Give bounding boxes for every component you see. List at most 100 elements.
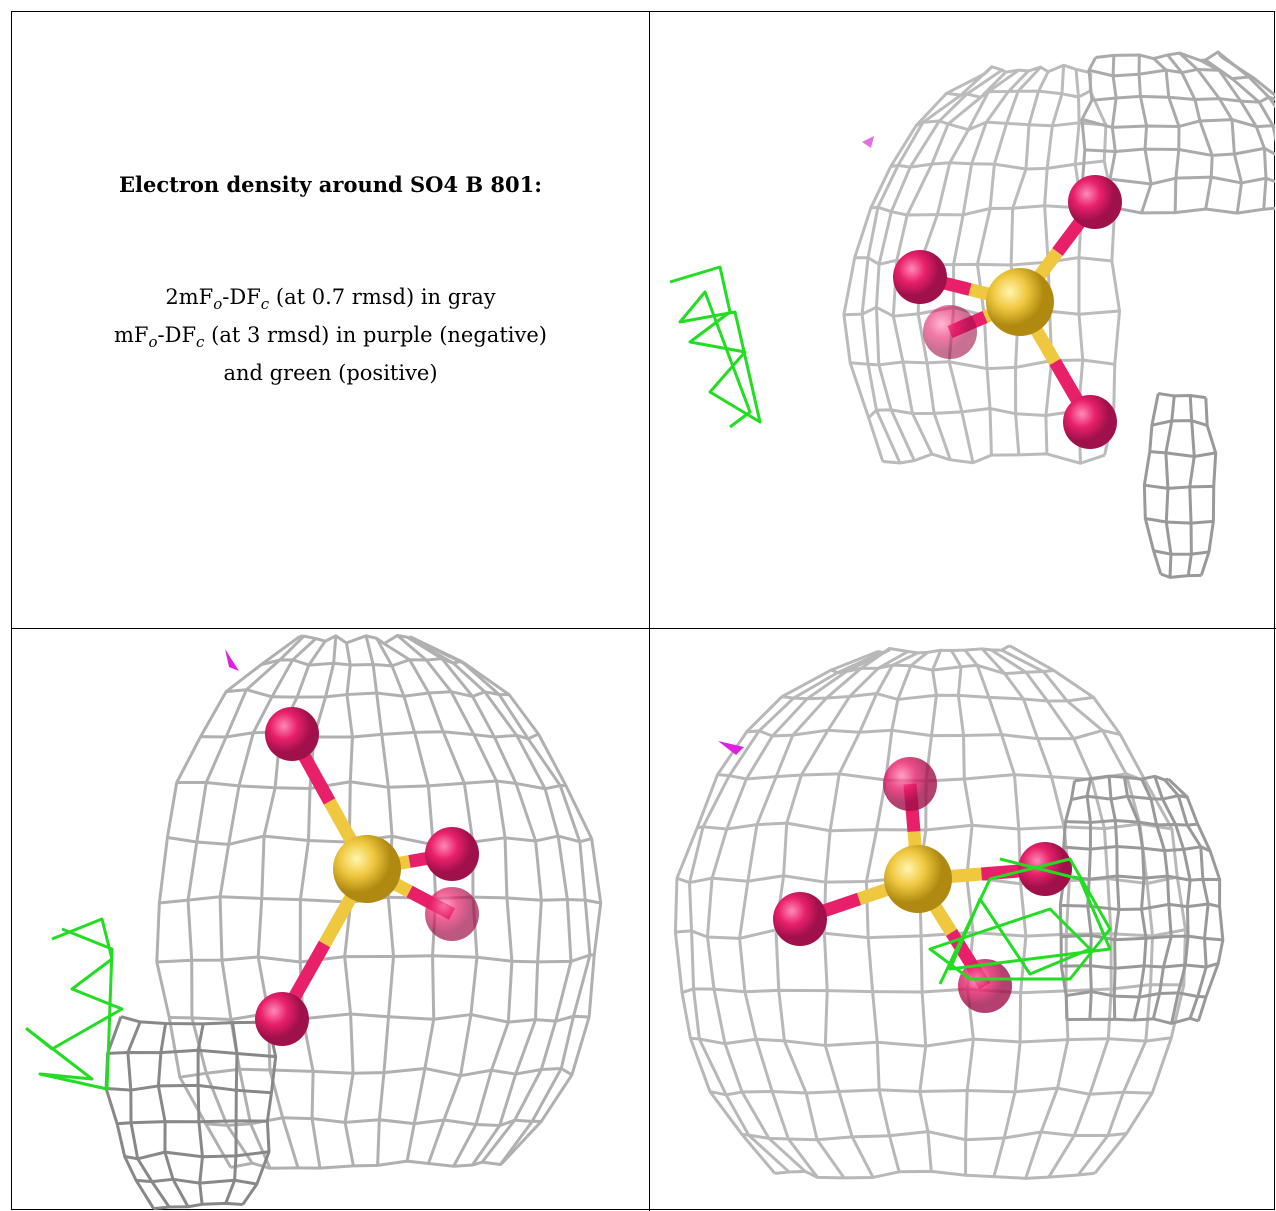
mesh-line <box>891 71 1007 455</box>
caption-line: and green (positive) <box>12 358 649 389</box>
sulfur-atom <box>986 268 1054 336</box>
mesh-line <box>298 635 338 1169</box>
mesh-line <box>1158 392 1207 400</box>
mesh-line <box>196 1023 205 1205</box>
caption-text: -DF <box>222 285 261 309</box>
difference-density <box>25 917 124 1091</box>
mesh-line <box>854 256 1113 267</box>
mesh-line <box>1186 395 1196 576</box>
mesh-line <box>1217 50 1275 109</box>
mesh-line <box>1063 844 1211 853</box>
mesh-line <box>406 636 543 1166</box>
mesh-line <box>947 69 1030 464</box>
sulfur-atom <box>333 835 401 903</box>
mesh-line <box>1163 778 1210 1019</box>
mesh-line <box>1153 549 1210 556</box>
mesh-line <box>410 637 573 1164</box>
caption-text: -DF <box>157 323 197 348</box>
oxygen-atom <box>1068 175 1122 229</box>
mesh-line <box>230 1159 502 1170</box>
mesh-line <box>864 651 929 1173</box>
mesh-line <box>1178 51 1243 214</box>
caption-line: 2mFo-DFc (at 0.7 rmsd) in gray <box>12 282 649 320</box>
mesh-line <box>1160 572 1202 579</box>
mesh-line <box>241 1021 278 1206</box>
density-view <box>669 50 1275 579</box>
mesh-line <box>687 651 883 1174</box>
mesh-line <box>1074 774 1169 783</box>
mesh-line <box>774 1169 1095 1180</box>
negative-density <box>862 136 874 148</box>
figure-table: Electron density around SO4 B 801: 2mFo-… <box>11 11 1276 1211</box>
mesh-line <box>916 68 1020 461</box>
mesh-line <box>690 1036 1172 1048</box>
mesh-line <box>673 649 880 1175</box>
mesh-line <box>1061 962 1219 970</box>
mesh-line <box>156 1023 190 1208</box>
mesh-line <box>153 1201 243 1210</box>
mesh-line <box>1166 54 1214 210</box>
mesh-line <box>1142 393 1163 575</box>
mesh-line <box>774 650 909 1179</box>
mesh-line <box>1001 648 1154 1176</box>
mesh-line <box>890 159 1105 171</box>
oxygen-atom <box>255 992 309 1046</box>
subscript: c <box>260 295 270 314</box>
mesh-line <box>1152 57 1181 213</box>
mesh-line <box>1081 175 1275 188</box>
oxygen-atom <box>425 827 479 881</box>
mesh-line <box>705 648 890 1173</box>
mesh-line <box>1073 69 1085 464</box>
mesh-line <box>850 358 1115 371</box>
mesh-line <box>1066 990 1207 999</box>
difference-density <box>669 265 762 429</box>
mesh-line <box>746 728 1121 741</box>
caption-text: (at 3 rmsd) in purple (negative) <box>204 323 547 348</box>
mesh-line <box>709 1086 1153 1097</box>
mesh-line <box>1082 206 1275 216</box>
mesh-line <box>1088 67 1254 81</box>
mesh-line <box>1140 778 1173 1020</box>
mesh-line <box>860 65 993 464</box>
caption-cell: Electron density around SO4 B 801: 2mFo-… <box>12 12 650 629</box>
mesh-line <box>1065 818 1198 827</box>
mesh-line <box>878 644 1011 655</box>
mesh-line <box>975 66 1042 456</box>
mesh-line <box>1043 65 1066 454</box>
mesh-line <box>738 647 891 1179</box>
mesh-line <box>124 1150 270 1161</box>
mesh-line <box>1167 778 1225 1022</box>
mesh-line <box>226 688 510 699</box>
mesh-line <box>681 983 1184 995</box>
mesh-line <box>410 635 592 1166</box>
caption-lines: 2mFo-DFc (at 0.7 rmsd) in gray mFo-DFc (a… <box>12 282 649 389</box>
mesh-line <box>1164 395 1176 578</box>
mesh-line <box>1060 902 1220 912</box>
mesh-line <box>1064 874 1220 882</box>
mesh-line <box>1151 419 1208 427</box>
mesh-line <box>224 1022 239 1204</box>
caption-title: Electron density around SO4 B 801: <box>118 172 543 197</box>
mesh-line <box>186 635 305 1165</box>
mesh-line <box>1144 483 1214 490</box>
density-view <box>673 644 1225 1180</box>
mesh-line <box>1066 1016 1199 1025</box>
mesh-line <box>963 649 1028 1177</box>
mesh-line <box>741 1130 1127 1142</box>
mesh-line <box>120 1015 269 1026</box>
subscript: o <box>148 333 158 352</box>
mesh-line <box>126 1021 171 1208</box>
difference-density <box>928 857 1112 985</box>
mesh-line <box>1081 117 1275 129</box>
mesh-line <box>179 1066 573 1079</box>
oxygen-atom <box>265 707 319 761</box>
mesh-line <box>1071 794 1188 801</box>
mesh-line <box>156 953 595 964</box>
mesh-line <box>107 1048 276 1059</box>
mesh-line <box>842 72 986 462</box>
mesh-line <box>1061 933 1223 942</box>
subscript: o <box>213 295 223 314</box>
mesh-line <box>1009 71 1050 456</box>
